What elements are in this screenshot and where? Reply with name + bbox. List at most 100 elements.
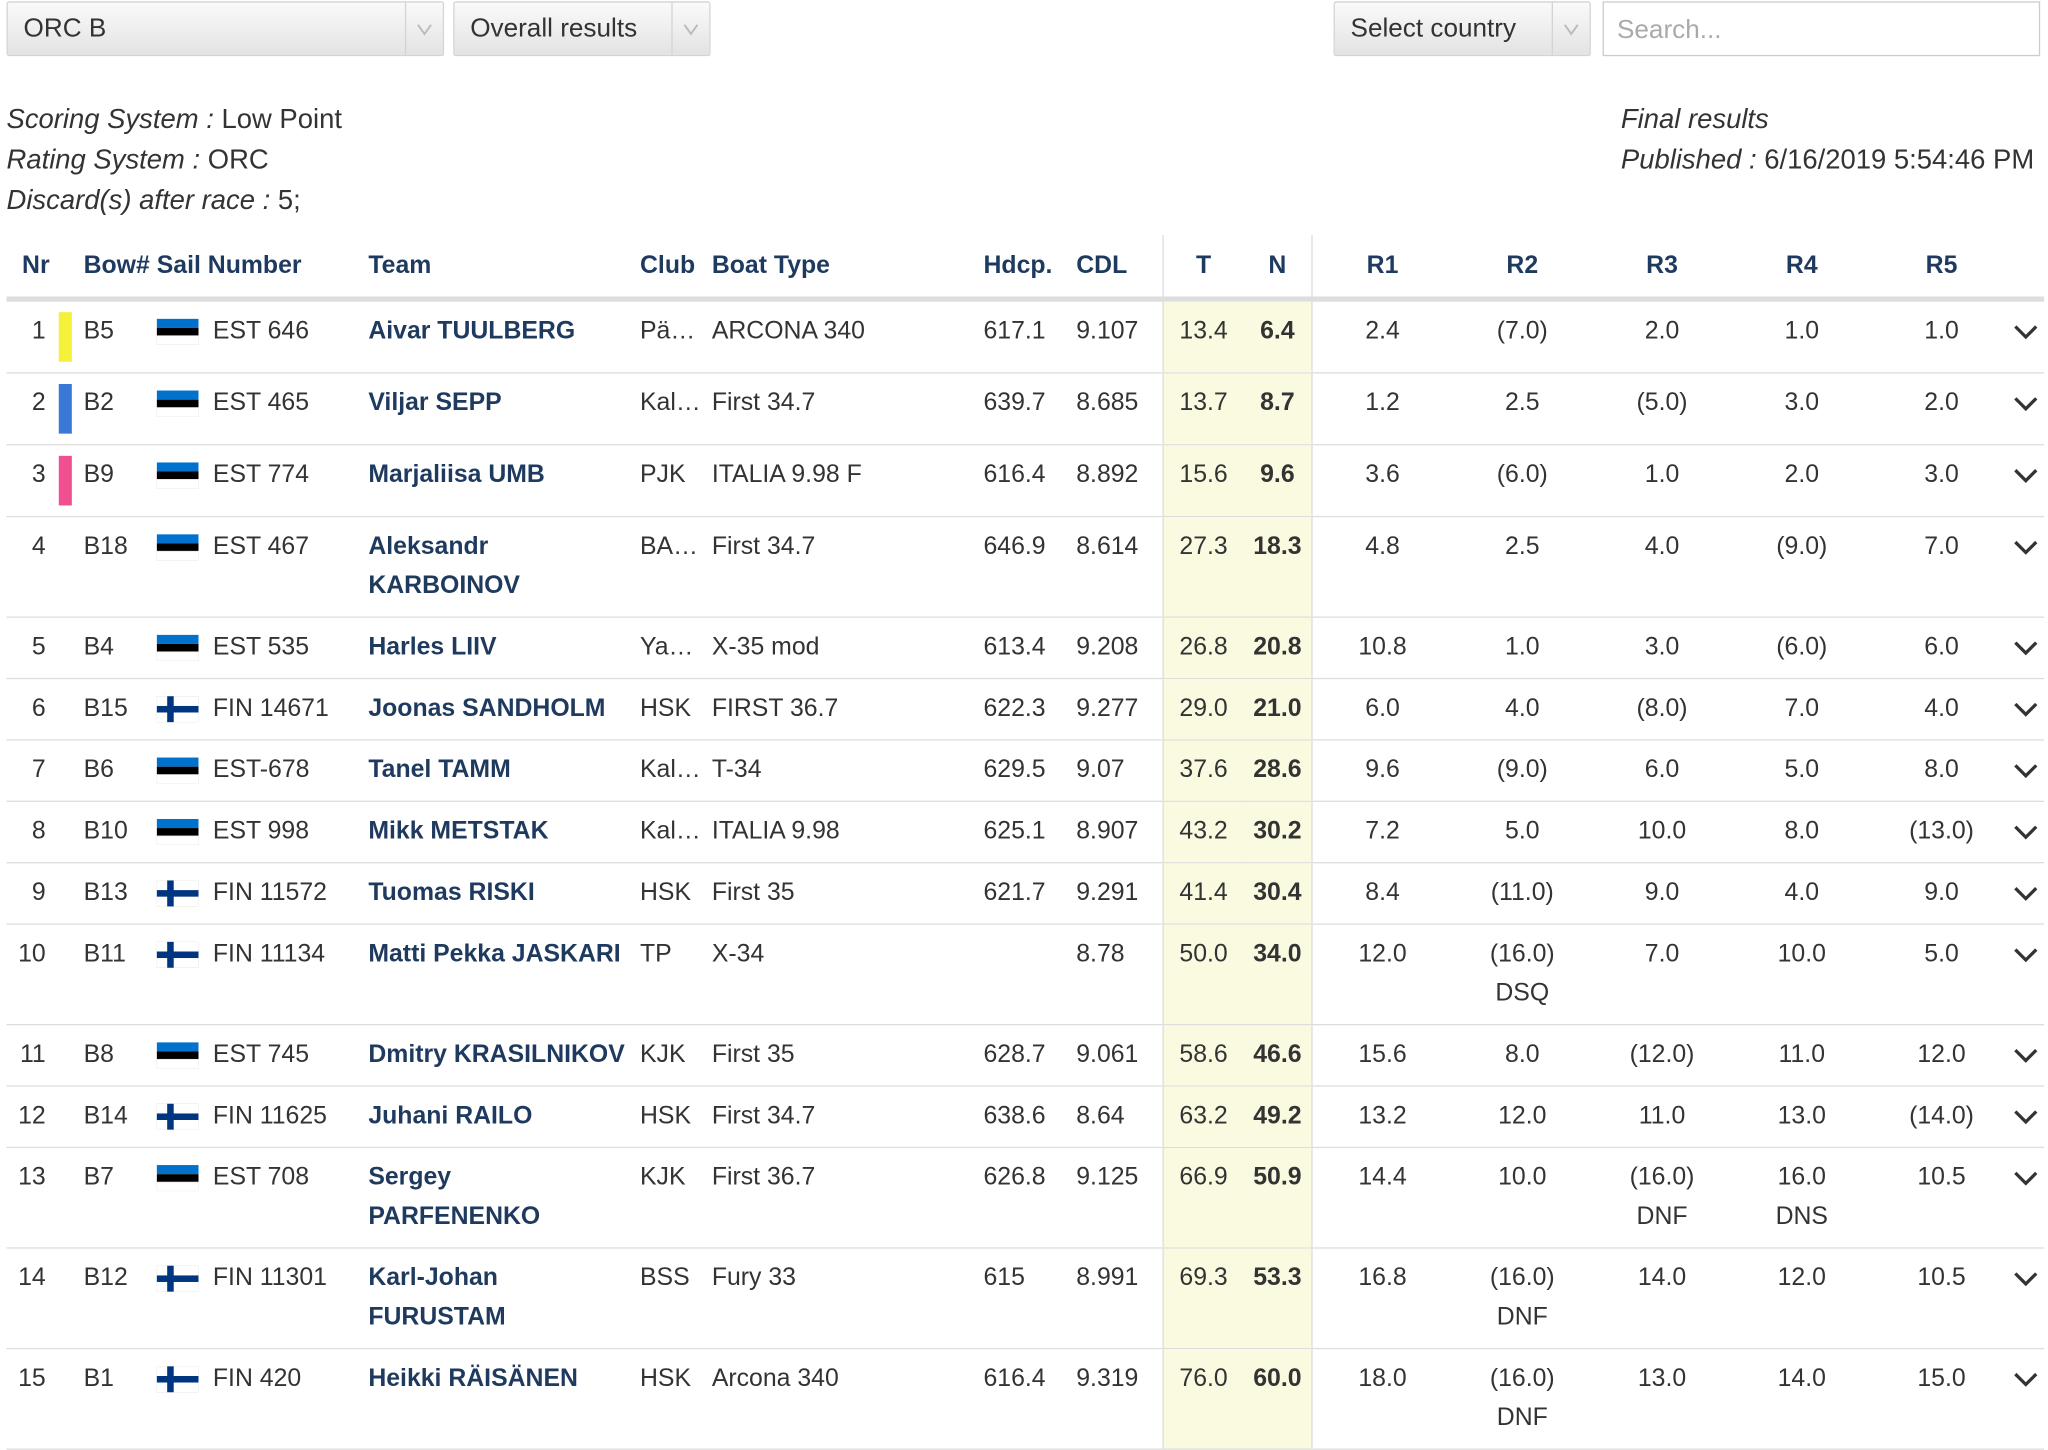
result-row[interactable]: 13 B7 EST 708 Sergey PARFENENKO KJK First 36.… [6, 1148, 2045, 1249]
result-row[interactable]: 2 B2 EST 465 Viljar SEPP Kal… First 34.7 639.7… [6, 373, 2045, 446]
bow-color [58, 312, 72, 362]
race-score: 12.0 [1498, 1102, 1547, 1130]
rank: 5 [31, 633, 46, 661]
class-select[interactable]: ORC B [6, 1, 445, 57]
n: 49.2 [1243, 1086, 1313, 1147]
expand-chevron[interactable] [2011, 1349, 2044, 1448]
expand-chevron[interactable] [2011, 618, 2044, 678]
result-row[interactable]: 5 B4 EST 535 Harles LIIV Ya… X-35 mod 613.4 9.2… [6, 617, 2045, 680]
sail: EST 774 [212, 461, 310, 489]
expand-chevron[interactable] [2011, 863, 2044, 923]
color-cell [50, 1025, 84, 1085]
race-score: 10.0 [1777, 940, 1826, 968]
cdl: 9.061 [1076, 1040, 1139, 1069]
race-score: 11.0 [1638, 1102, 1686, 1130]
result-row[interactable]: 3 B9 EST 774 Marjaliisa UMB PJK ITALIA 9.98 F… [6, 445, 2045, 518]
expand-chevron[interactable] [2011, 802, 2044, 862]
rank: 10 [18, 940, 46, 968]
col-t: T [1162, 235, 1243, 297]
result-row[interactable]: 15 B1 FIN 420 Heikki RÄISÄNEN HSK Arcona 340 6… [6, 1349, 2045, 1450]
published-label: Published : [1620, 144, 1757, 176]
expand-chevron[interactable] [2011, 1249, 2044, 1348]
hdcp: 628.7 [983, 1040, 1046, 1069]
info-left: Scoring System : Low Point Rating System … [7, 99, 342, 220]
col-race: R5 [1925, 252, 1958, 280]
color-cell [50, 802, 84, 862]
t: 37.6 [1162, 740, 1244, 801]
expand-chevron[interactable] [2011, 741, 2044, 801]
cdl: 9.208 [1076, 633, 1139, 661]
race-score: 3.0 [1644, 633, 1680, 661]
status-text: Final results [1620, 104, 1769, 135]
sail: EST-678 [212, 756, 310, 784]
race-score: 10.0 [1498, 1163, 1547, 1192]
race-score: 13.2 [1358, 1102, 1407, 1130]
expand-chevron[interactable] [2011, 445, 2044, 516]
expand-chevron[interactable] [2011, 302, 2044, 373]
view-select[interactable]: Overall results [453, 1, 711, 57]
race-score: 5.0 [1924, 940, 1959, 968]
bow: B12 [83, 1264, 128, 1292]
cdl: 9.107 [1076, 317, 1139, 345]
cdl: 8.685 [1076, 389, 1139, 417]
result-row[interactable]: 6 B15 FIN 14671 Joonas SANDHOLM HSK FIRST 36.… [6, 679, 2045, 741]
hdcp: 617.1 [983, 317, 1046, 345]
country-select[interactable]: Select country [1333, 1, 1591, 57]
expand-chevron[interactable] [2011, 1025, 2044, 1085]
expand-chevron[interactable] [2011, 679, 2044, 739]
result-row[interactable]: 4 B18 EST 467 Aleksandr KARBOINOV BA… First 3… [6, 517, 2045, 618]
result-row[interactable]: 1 B5 EST 646 Aivar TUULBERG Pä… ARCONA 340 617… [6, 301, 2045, 374]
class-select-text: ORC B [23, 14, 107, 44]
race-score: 12.0 [1777, 1264, 1826, 1292]
race-score: 9.6 [1365, 756, 1400, 784]
hdcp [984, 925, 1077, 1024]
race-score: 9.0 [1924, 879, 1959, 907]
race-score: 16.8 [1358, 1264, 1407, 1292]
club: HSK [639, 879, 692, 907]
col-spacer [2011, 235, 2044, 296]
race-score: 3.0 [1924, 461, 1959, 489]
race-score: 7.0 [1784, 694, 1820, 723]
race-score: 2.0 [1924, 389, 1959, 417]
team: Sergey PARFENENKO [368, 1163, 541, 1231]
info-label: Rating System : [6, 144, 201, 176]
result-row[interactable]: 9 B13 FIN 11572 Tuomas RISKI HSK First 35 621.… [6, 863, 2045, 925]
bow: B1 [83, 1364, 114, 1393]
expand-chevron[interactable] [2011, 1148, 2044, 1247]
team: Dmitry KRASILNIKOV [368, 1040, 625, 1069]
result-row[interactable]: 12 B14 FIN 11625 Juhani RAILO HSK First 34.7 6… [6, 1086, 2045, 1149]
boat: T-34 [711, 756, 762, 784]
bow: B6 [83, 756, 114, 784]
dropdown-arrow [404, 2, 443, 55]
t: 58.6 [1162, 1025, 1244, 1086]
n: 6.4 [1243, 301, 1313, 373]
n: 46.6 [1243, 1025, 1313, 1086]
expand-chevron[interactable] [2011, 517, 2044, 616]
expand-chevron[interactable] [2011, 925, 2044, 1024]
score: (16.0) [1629, 1163, 1695, 1192]
score: (16.0) [1489, 1364, 1555, 1393]
race-score: 14.0 [1777, 1364, 1826, 1393]
col-race: R1 [1366, 252, 1399, 280]
flag [156, 1349, 213, 1448]
color-cell [50, 1249, 84, 1348]
race-score: 2.0 [1784, 461, 1820, 489]
result-row[interactable]: 8 B10 EST 998 Mikk METSTAK Kal… ITALIA 9.98 62… [6, 801, 2045, 864]
result-row[interactable]: 7 B6 EST-678 Tanel TAMM Kal… T-34 629.5 9.07 37.… [6, 740, 2045, 802]
race-score: 1.2 [1365, 389, 1400, 417]
race-score: 1.0 [1505, 633, 1540, 661]
result-row[interactable]: 11 B8 EST 745 Dmitry KRASILNIKOV KJK First 35… [6, 1025, 2045, 1087]
dropdown-arrow [1551, 2, 1590, 55]
result-row[interactable]: 10 B11 FIN 11134 Matti Pekka JASKARI TP X-34 8… [6, 924, 2045, 1026]
sail: EST 708 [212, 1163, 310, 1192]
hdcp: 625.1 [983, 817, 1046, 846]
expand-chevron[interactable] [2011, 1087, 2044, 1147]
hdcp: 629.5 [983, 756, 1046, 784]
sail: FIN 11301 [212, 1264, 327, 1292]
result-row[interactable]: 14 B12 FIN 11301 Karl-Johan FURUSTAM BSS Fury… [6, 1248, 2045, 1350]
hdcp: 613.4 [983, 633, 1046, 661]
expand-chevron[interactable] [2011, 374, 2044, 445]
search-box[interactable]: Search... [1602, 1, 2041, 57]
race-score: 4.8 [1365, 532, 1400, 561]
